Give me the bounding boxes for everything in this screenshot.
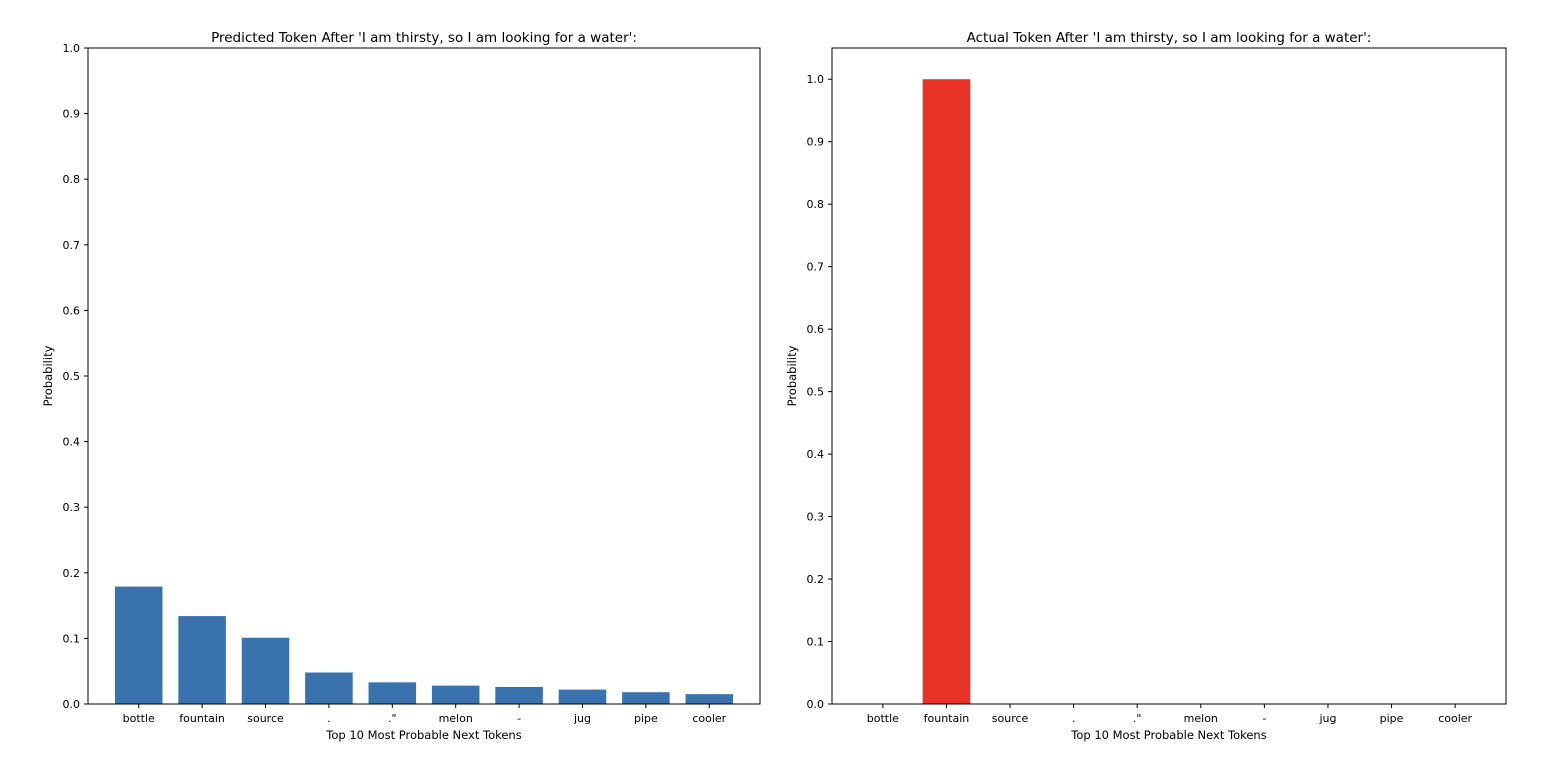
y-tick-label: 0.3 — [807, 511, 825, 524]
chart-title: Predicted Token After 'I am thirsty, so … — [211, 30, 637, 46]
x-tick-label: cooler — [692, 712, 726, 725]
bar-9 — [685, 694, 734, 704]
bar-7 — [558, 689, 607, 704]
bar-4 — [368, 682, 417, 704]
predicted-token-chart: 0.0 0.1 0.2 0.3 0.4 0.5 0.6 0.7 0.8 0.9 1.0 bottle f… — [41, 30, 761, 742]
x-tick-label: fountain — [179, 712, 225, 725]
bar-5 — [431, 685, 480, 704]
y-axis-label: Probability — [41, 345, 55, 406]
x-tick-label: jug — [1318, 712, 1336, 725]
y-tick-label: 0.9 — [63, 108, 81, 121]
x-tick-label: - — [1262, 712, 1266, 725]
y-tick-label: 0.4 — [807, 448, 825, 461]
bar-6 — [495, 686, 543, 704]
y-tick-label: 0.1 — [807, 636, 825, 649]
y-tick-label: 0.5 — [63, 370, 81, 383]
bar-2 — [241, 637, 290, 704]
y-tick-label: 0.7 — [63, 239, 81, 252]
y-tick-label: 0.2 — [807, 573, 825, 586]
x-tick-label: ." — [388, 712, 397, 725]
x-axis-label: Top 10 Most Probable Next Tokens — [325, 728, 521, 742]
actual-token-chart: 0.0 0.1 0.2 0.3 0.4 0.5 0.6 0.7 0.8 0.9 1.0 bottle f… — [785, 30, 1507, 742]
y-tick-label: 0.6 — [63, 304, 81, 317]
y-tick-label: 0.3 — [63, 501, 81, 514]
y-axis-label: Probability — [785, 345, 799, 406]
y-tick-label: 1.0 — [63, 42, 81, 55]
bar-3 — [305, 672, 353, 704]
y-tick-label: 0.1 — [63, 632, 81, 645]
x-tick-label: . — [1072, 712, 1076, 725]
bar-8 — [622, 692, 670, 704]
y-tick-label: 0.7 — [807, 261, 825, 274]
x-tick-label: pipe — [634, 712, 658, 725]
y-tick-label: 0.6 — [807, 323, 825, 336]
x-tick-label: ." — [1133, 712, 1142, 725]
y-tick-label: 0.9 — [807, 136, 825, 149]
x-tick-label: melon — [439, 712, 473, 725]
bar-1 — [178, 616, 226, 704]
x-tick-label: - — [517, 712, 521, 725]
y-tick-label: 0.4 — [63, 436, 81, 449]
x-tick-label: bottle — [123, 712, 155, 725]
y-tick-label: 0.5 — [807, 386, 825, 399]
bar-0 — [114, 586, 163, 704]
axes-frame — [87, 47, 761, 705]
y-tick-label: 0.0 — [63, 698, 81, 711]
x-tick-label: jug — [573, 712, 591, 725]
x-tick-label: source — [992, 712, 1029, 725]
y-tick-label: 1.0 — [807, 73, 825, 86]
bar-1 — [922, 79, 971, 704]
chart-title: Actual Token After 'I am thirsty, so I a… — [967, 30, 1372, 46]
x-tick-label: fountain — [924, 712, 970, 725]
y-tick-label: 0.2 — [63, 567, 81, 580]
x-tick-label: melon — [1184, 712, 1218, 725]
x-axis-label: Top 10 Most Probable Next Tokens — [1070, 728, 1266, 742]
x-tick-label: cooler — [1438, 712, 1472, 725]
axes-frame — [831, 47, 1507, 705]
x-tick-label: source — [247, 712, 284, 725]
y-tick-label: 0.8 — [807, 198, 825, 211]
x-tick-label: bottle — [867, 712, 899, 725]
x-tick-label: . — [327, 712, 331, 725]
y-tick-label: 0.8 — [63, 173, 81, 186]
y-tick-label: 0.0 — [807, 698, 825, 711]
x-tick-label: pipe — [1380, 712, 1404, 725]
